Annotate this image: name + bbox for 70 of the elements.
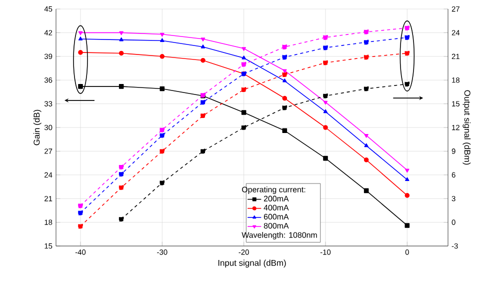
point <box>160 32 164 37</box>
point <box>160 54 165 59</box>
point <box>282 128 288 134</box>
point <box>200 148 206 154</box>
point <box>323 156 328 161</box>
point <box>200 38 206 42</box>
point <box>118 172 124 176</box>
point <box>323 125 328 130</box>
point <box>282 105 288 110</box>
point <box>404 26 410 30</box>
point <box>241 110 246 115</box>
y-axis-title: Gain (dB) <box>33 110 42 146</box>
point <box>282 54 288 60</box>
point <box>364 30 369 34</box>
point <box>364 143 368 148</box>
point <box>241 62 246 67</box>
point <box>241 87 246 92</box>
point <box>160 127 165 132</box>
point <box>78 84 83 89</box>
point <box>118 50 124 56</box>
point <box>241 125 246 130</box>
point <box>78 210 83 216</box>
point <box>160 86 165 92</box>
point <box>404 82 410 86</box>
x-axis-title: Input signal (dBm) <box>218 260 286 268</box>
point <box>200 58 206 63</box>
point <box>404 193 410 198</box>
point <box>323 35 328 40</box>
point <box>282 78 287 82</box>
point <box>323 100 328 105</box>
point <box>282 69 287 74</box>
point <box>405 168 410 173</box>
point <box>404 35 410 40</box>
point <box>364 54 369 60</box>
point <box>119 31 124 36</box>
point <box>405 177 410 182</box>
point <box>323 60 328 66</box>
y2-axis-title: Output signal (dBm) <box>462 90 471 165</box>
point <box>78 50 83 55</box>
point <box>160 38 164 42</box>
point <box>78 203 83 208</box>
point <box>118 164 124 170</box>
point <box>282 72 288 77</box>
point <box>364 188 369 194</box>
point <box>364 40 369 45</box>
point <box>78 31 83 36</box>
point <box>160 133 165 138</box>
point <box>119 37 124 42</box>
point <box>404 223 410 228</box>
point <box>200 100 206 105</box>
point <box>282 44 288 50</box>
point <box>118 84 124 89</box>
point <box>242 47 246 51</box>
point <box>200 44 206 48</box>
point <box>404 50 410 56</box>
point <box>364 134 368 138</box>
point <box>78 36 83 40</box>
point <box>323 45 328 50</box>
point <box>160 180 165 186</box>
point <box>118 216 124 222</box>
point <box>364 86 369 92</box>
point <box>242 56 246 60</box>
point <box>323 94 328 98</box>
point <box>160 148 165 154</box>
point <box>282 96 288 101</box>
point <box>78 224 83 229</box>
point <box>364 158 369 162</box>
point <box>118 185 124 190</box>
point <box>200 113 206 118</box>
point <box>323 109 328 114</box>
